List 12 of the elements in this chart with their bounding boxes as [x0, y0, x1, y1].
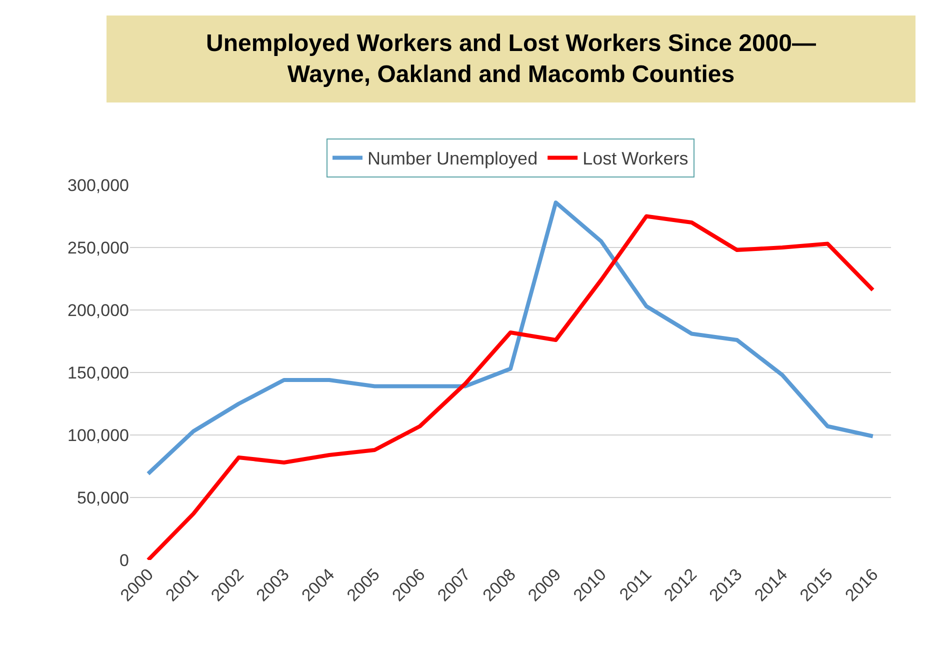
y-tick-label: 200,000	[68, 300, 129, 320]
line-series	[146, 214, 875, 560]
legend-label: Number Unemployed	[368, 148, 538, 169]
y-tick-label: 50,000	[77, 488, 129, 508]
y-tick-label: 150,000	[68, 363, 129, 382]
legend-label: Lost Workers	[582, 148, 688, 169]
chart-title: Unemployed Workers and Lost Workers Since 2000— Wayne, Oakland and Macomb Counties	[206, 30, 816, 88]
line-series	[146, 200, 875, 476]
y-tick-label: 300,000	[68, 176, 129, 195]
y-tick-label: 100,000	[68, 426, 129, 445]
y-tick-label: 250,000	[68, 238, 129, 258]
y-tick-label: 0	[120, 550, 129, 570]
